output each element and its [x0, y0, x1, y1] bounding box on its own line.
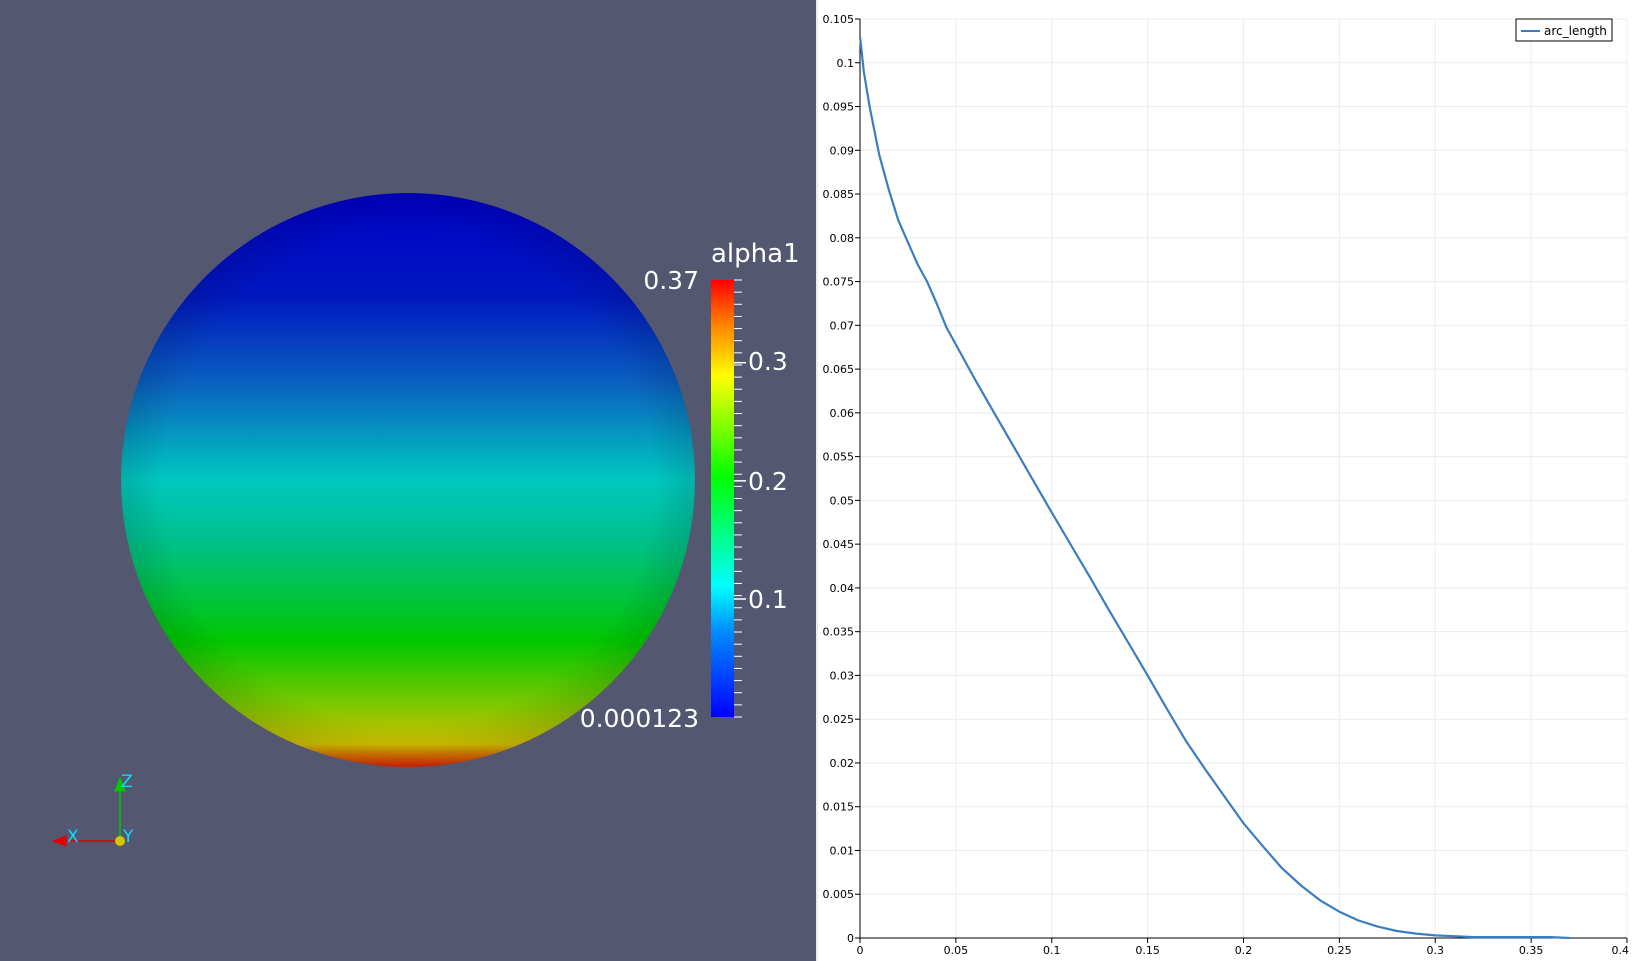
- x-tick-label: 0.15: [1135, 944, 1160, 957]
- y-tick-label: 0.065: [823, 363, 855, 376]
- y-tick-label: 0.09: [830, 144, 855, 157]
- scalar-bar-title: alpha1: [711, 239, 800, 269]
- y-tick-label: 0.105: [823, 13, 855, 26]
- y-tick-label: 0.02: [830, 757, 855, 770]
- scalar-bar-min-label: 0.000123: [580, 704, 699, 733]
- y-tick-label: 0.045: [823, 538, 855, 551]
- view-splitter[interactable]: [816, 0, 818, 961]
- x-axis-label: X: [67, 827, 79, 847]
- x-axis-ticks: 0 0.05 0.1 0.15 0.2 0.25 0.3 0.35 0.4: [857, 938, 1630, 957]
- render-view[interactable]: alpha1 0.37 0.000123 0.3 0.2 0.1 Z X Y: [0, 0, 816, 961]
- sphere-shading: [121, 193, 695, 767]
- y-tick-label: 0.08: [830, 232, 855, 245]
- x-tick-label: 0.1: [1043, 944, 1061, 957]
- x-tick-label: 0: [857, 944, 864, 957]
- y-axis-dot-icon: [115, 836, 125, 846]
- y-tick-label: 0.055: [823, 451, 855, 464]
- scalar-bar-max-label: 0.37: [643, 266, 699, 295]
- x-axis-arrow-icon: [51, 835, 67, 847]
- orientation-axes: Z X Y: [51, 772, 134, 847]
- y-tick-label: 0.01: [830, 844, 855, 857]
- x-tick-label: 0.35: [1519, 944, 1544, 957]
- y-axis-label: Y: [122, 827, 134, 847]
- y-tick-label: 0.005: [823, 888, 855, 901]
- chart-series: [858, 36, 1570, 940]
- legend-box: [1515, 18, 1613, 42]
- y-tick-label: 0.1: [837, 57, 855, 70]
- x-tick-label: 0.3: [1427, 944, 1445, 957]
- scalar-bar-tick-label: 0.2: [748, 467, 788, 496]
- scalar-bar-ticks: [734, 279, 746, 718]
- scalar-bar-colorbar: [711, 280, 734, 717]
- line-chart-view[interactable]: 0 0.005 0.01 0.015 0.02 0.025 0.03 0.035 0.04 0.0…: [818, 0, 1632, 961]
- x-tick-label: 0.05: [944, 944, 969, 957]
- y-tick-label: 0.085: [823, 188, 855, 201]
- y-tick-label: 0.035: [823, 626, 855, 639]
- y-tick-label: 0.025: [823, 713, 855, 726]
- scalar-bar-tick-label: 0.1: [748, 585, 788, 614]
- y-tick-label: 0.07: [830, 319, 855, 332]
- x-tick-label: 0.2: [1235, 944, 1253, 957]
- x-tick-label: 0.4: [1612, 944, 1630, 957]
- y-axis-ticks: 0 0.005 0.01 0.015 0.02 0.025 0.03 0.035 0.04 0.0…: [823, 13, 860, 945]
- series-line-arc-length: [858, 36, 1570, 940]
- y-tick-label: 0.075: [823, 276, 855, 289]
- chart-grid: [859, 18, 1628, 939]
- y-tick-label: 0.05: [830, 494, 855, 507]
- y-tick-label: 0.04: [830, 582, 855, 595]
- x-tick-label: 0.25: [1327, 944, 1352, 957]
- line-chart: 0 0.005 0.01 0.015 0.02 0.025 0.03 0.035 0.04 0.0…: [823, 13, 1630, 957]
- z-axis-label: Z: [121, 772, 133, 792]
- y-tick-label: 0.015: [823, 801, 855, 814]
- z-axis-arrow-icon: [114, 776, 126, 792]
- scalar-bar: alpha1 0.37 0.000123 0.3 0.2 0.1: [580, 239, 800, 733]
- chart-legend[interactable]: arc_length: [1515, 18, 1613, 42]
- y-tick-label: 0.03: [830, 669, 855, 682]
- scalar-bar-tick-label: 0.3: [748, 347, 788, 376]
- y-tick-label: 0.095: [823, 101, 855, 114]
- render-view-canvas[interactable]: alpha1 0.37 0.000123 0.3 0.2 0.1 Z X Y: [0, 0, 816, 961]
- y-tick-label: 0.06: [830, 407, 855, 420]
- legend-entry-label: arc_length: [1544, 24, 1607, 38]
- y-tick-label: 0: [847, 932, 854, 945]
